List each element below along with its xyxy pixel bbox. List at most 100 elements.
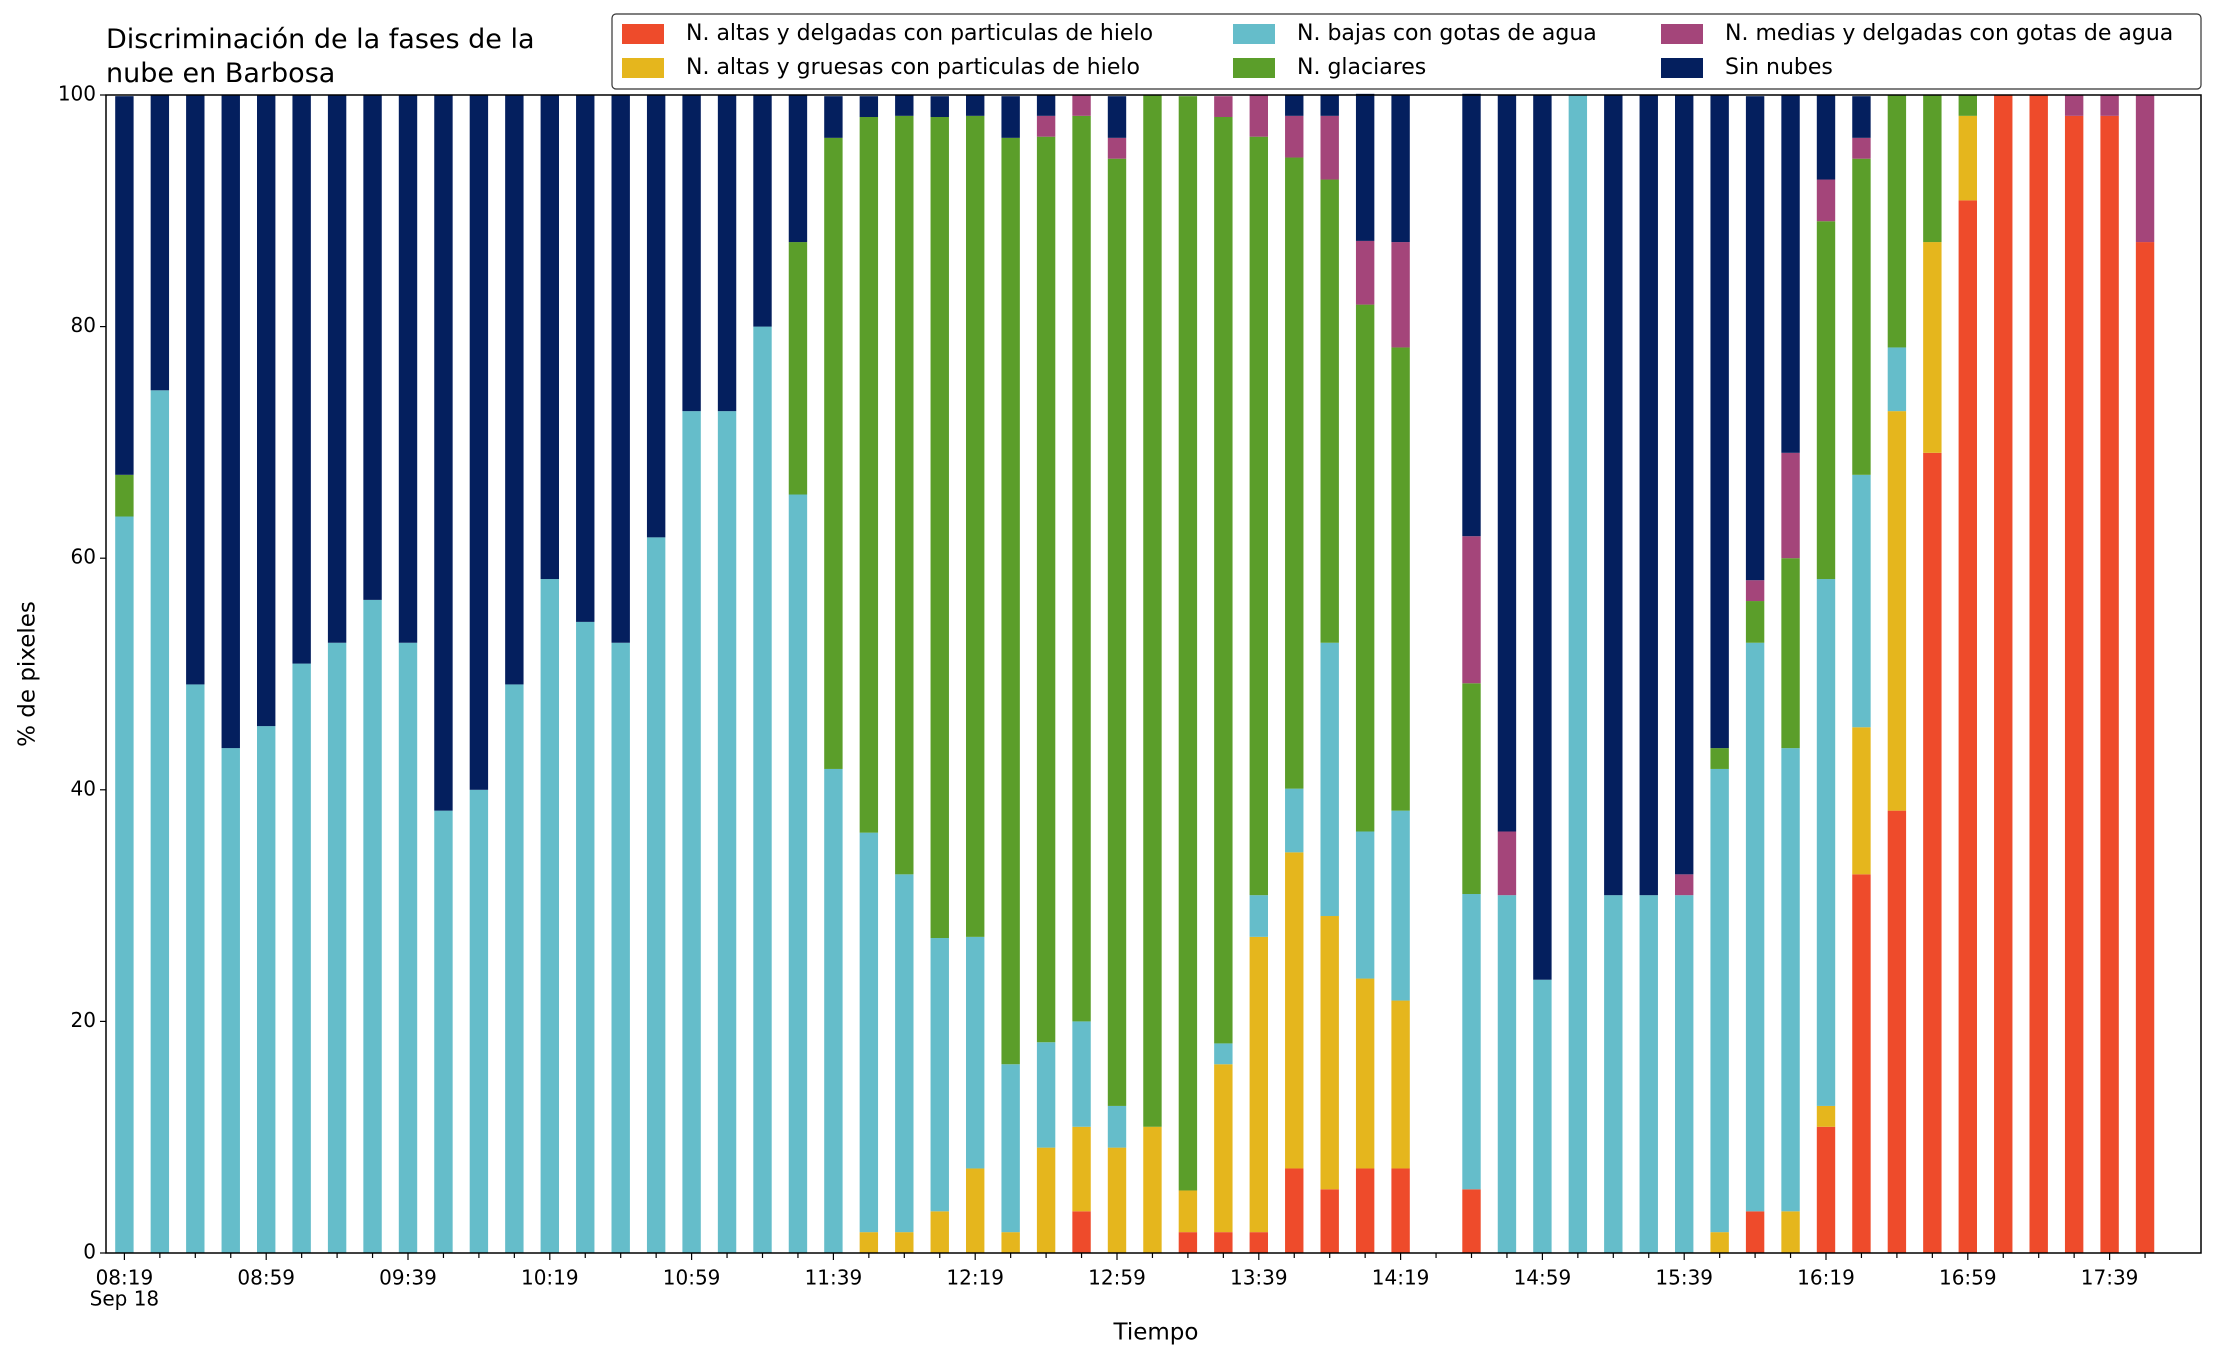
- bar-segment: [115, 516, 134, 1253]
- bar-segment: [1249, 1232, 1268, 1253]
- legend-label: N. medias y delgadas con gotas de agua: [1725, 21, 2173, 46]
- bar-segment: [1001, 137, 1020, 1065]
- bar-segment: [1568, 95, 1588, 1253]
- x-tick-label: 10:19: [521, 1266, 579, 1290]
- bar-segment: [1675, 895, 1694, 1253]
- bar-segment: [1710, 768, 1729, 1233]
- bar-segment: [1710, 95, 1729, 749]
- bar-segment: [327, 642, 347, 1253]
- bar-segment: [1497, 895, 1517, 1253]
- bar-segment: [611, 95, 630, 643]
- bar-segment: [1285, 115, 1304, 158]
- bar-segment: [1178, 1232, 1198, 1253]
- x-tick-label: 09:39: [379, 1266, 437, 1290]
- bar-segment: [1639, 895, 1658, 1253]
- bar-segment: [1781, 558, 1800, 749]
- bar-segment: [1285, 95, 1304, 116]
- x-tick-label: 12:59: [1088, 1266, 1146, 1290]
- x-tick-label: 14:59: [1514, 1266, 1572, 1290]
- y-tick-label: 20: [71, 1008, 96, 1032]
- bar-segment: [1958, 95, 1977, 116]
- bar-segment: [1391, 242, 1410, 348]
- bar-segment: [1001, 1064, 1020, 1233]
- bar-segment: [1923, 452, 1942, 1253]
- bar-segment: [398, 642, 418, 1253]
- bar-segment: [257, 95, 276, 727]
- bar-segment: [1249, 895, 1268, 937]
- bar-segment: [966, 1168, 985, 1253]
- bar-segment: [1462, 536, 1481, 684]
- bar-segment: [540, 579, 559, 1253]
- bar-segment: [1816, 179, 1836, 222]
- bar-segment: [930, 117, 949, 939]
- plot-frame: [105, 94, 2202, 1254]
- bar-segment: [1994, 95, 2013, 1253]
- bar-segment: [1852, 137, 1871, 159]
- bar-segment: [398, 95, 418, 643]
- bar-segment: [1462, 93, 1481, 537]
- bar-segment: [1887, 810, 1907, 1253]
- x-tick-label: 11:39: [805, 1266, 863, 1290]
- bar-segment: [1107, 1105, 1127, 1148]
- bar-segment: [327, 95, 347, 643]
- bar-segment: [1816, 579, 1836, 1106]
- y-tick-label: 60: [71, 545, 96, 569]
- bar-segment: [2135, 95, 2155, 243]
- x-date-label: Sep 18: [90, 1287, 160, 1311]
- x-tick-label: 08:59: [237, 1266, 295, 1290]
- x-tick-label: 08:19: [96, 1266, 154, 1290]
- legend-box: [611, 13, 2202, 90]
- y-tick-label: 0: [83, 1240, 96, 1264]
- bar-segment: [221, 95, 240, 749]
- bar-segment: [788, 494, 808, 1253]
- bar-segment: [1143, 95, 1162, 1127]
- bar-segment: [895, 1232, 914, 1253]
- bar-segment: [1391, 1168, 1410, 1253]
- legend-swatch: [1661, 58, 1703, 78]
- bar-segment: [221, 748, 240, 1253]
- legend-swatch: [1233, 24, 1275, 44]
- bar-segment: [1745, 580, 1765, 602]
- bar-segment: [1852, 874, 1871, 1253]
- bar-segment: [611, 642, 630, 1253]
- bar-segment: [1320, 916, 1339, 1190]
- bar-segment: [1355, 304, 1375, 832]
- bar-segment: [1001, 1232, 1020, 1253]
- bar-segment: [717, 411, 737, 1253]
- y-tick-label: 100: [58, 82, 96, 106]
- bar-segment: [1781, 452, 1800, 559]
- bar-segment: [1816, 1105, 1836, 1127]
- bar-segment: [505, 95, 524, 685]
- bar-segment: [434, 810, 453, 1253]
- bar-segment: [1745, 1211, 1765, 1253]
- bar-segment: [1639, 95, 1658, 896]
- bar-segment: [186, 95, 205, 685]
- bar-segment: [824, 137, 843, 769]
- bar-segment: [1355, 1168, 1375, 1253]
- bar-segment: [1036, 136, 1056, 1043]
- bar-segment: [753, 95, 772, 327]
- bar-segment: [1143, 1126, 1162, 1253]
- bar-segment: [930, 96, 949, 118]
- bar-segment: [1923, 242, 1942, 453]
- bar-segment: [1285, 1168, 1304, 1253]
- bar-segment: [788, 242, 808, 495]
- bar-segment: [1781, 95, 1800, 453]
- bar-segment: [1320, 115, 1339, 180]
- bar-segment: [1320, 95, 1339, 116]
- bar-segment: [1072, 95, 1091, 116]
- bar-segment: [1107, 96, 1127, 138]
- bar-segment: [1604, 95, 1623, 896]
- bar-segment: [1249, 936, 1268, 1233]
- bar-segment: [2100, 115, 2119, 1254]
- bar-segment: [1852, 474, 1871, 728]
- bar-segment: [257, 726, 276, 1253]
- bar-segment: [753, 326, 772, 1254]
- bar-segment: [682, 411, 701, 1253]
- bar-segment: [895, 95, 914, 116]
- x-tick-label: 15:39: [1655, 1266, 1713, 1290]
- bar-segment: [1320, 1189, 1339, 1253]
- bar-segment: [1214, 117, 1233, 1044]
- legend-label: N. altas y gruesas con particulas de hie…: [686, 55, 1140, 80]
